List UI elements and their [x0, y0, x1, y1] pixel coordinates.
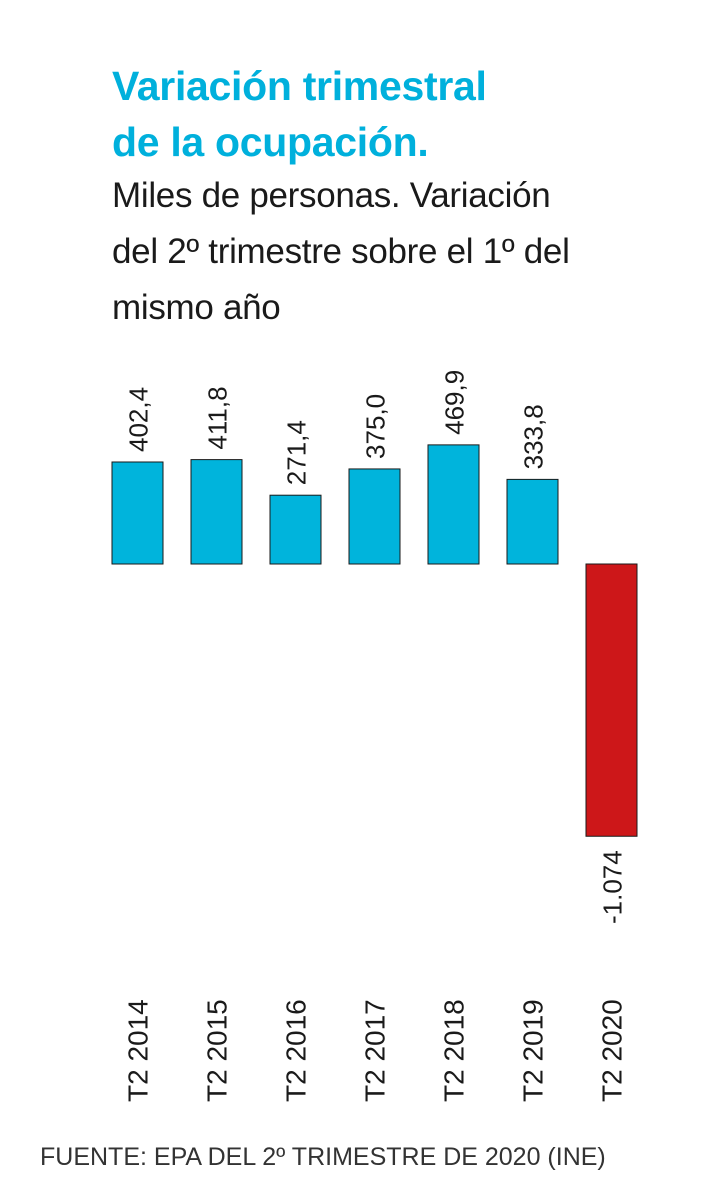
- value-label: 402,4: [124, 387, 154, 452]
- bar-t2-2016: [269, 494, 322, 565]
- title-line-2: de la ocupación.: [112, 119, 429, 165]
- category-label: T2 2014: [123, 999, 154, 1102]
- category-label: T2 2017: [360, 999, 391, 1102]
- bar-t2-2014: [111, 461, 164, 565]
- title-line-1: Variación trimestral: [112, 63, 487, 109]
- value-label: -1.074: [598, 850, 628, 924]
- category-label: T2 2016: [281, 999, 312, 1102]
- chart-title: Variación trimestral de la ocupación.: [112, 58, 672, 170]
- bar-t2-2019: [506, 478, 559, 565]
- category-label: T2 2018: [439, 999, 470, 1102]
- value-label: 469,9: [440, 370, 470, 435]
- category-label: T2 2019: [518, 999, 549, 1102]
- category-label: T2 2020: [597, 999, 628, 1102]
- bar-t2-2020: [585, 563, 638, 837]
- bar-t2-2015: [190, 459, 243, 565]
- subtitle-line-2: del 2º trimestre sobre el 1º del: [112, 232, 570, 271]
- value-label: 333,8: [519, 404, 549, 469]
- bar-t2-2018: [427, 444, 480, 565]
- category-label: T2 2015: [202, 999, 233, 1102]
- source-note: FUENTE: EPA DEL 2º TRIMESTRE DE 2020 (IN…: [40, 1143, 606, 1171]
- subtitle-line-3: mismo año: [112, 288, 281, 327]
- value-label: 271,4: [282, 420, 312, 485]
- subtitle-line-1: Miles de personas. Variación: [112, 176, 551, 215]
- chart-subtitle: Miles de personas. Variación del 2º trim…: [112, 168, 682, 336]
- bar-chart: 402,4 T2 2014 411,8 T2 2015 271,4 T2 2016 375,…: [111, 370, 638, 1102]
- value-label: 411,8: [203, 386, 233, 449]
- bar-t2-2017: [348, 468, 401, 565]
- value-label: 375,0: [361, 394, 391, 459]
